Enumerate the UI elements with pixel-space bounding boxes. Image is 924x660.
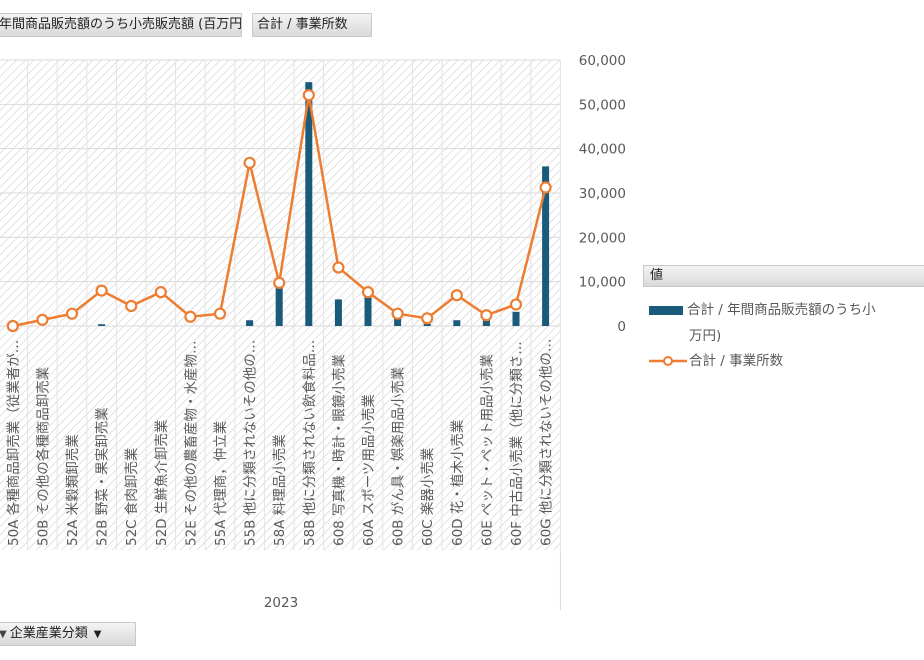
bar[interactable] — [305, 82, 313, 327]
legend-entry-bars-label: 合計 / 年間商品販売額のうち小 — [687, 302, 876, 318]
y-tick-label: 30,000 — [579, 186, 626, 202]
y-tick-label: 50,000 — [579, 97, 626, 113]
y-tick-label: 0 — [617, 319, 626, 335]
line-point[interactable] — [421, 312, 434, 325]
legend-header-label: 値 — [650, 268, 664, 283]
line-point[interactable] — [6, 319, 19, 333]
value-field-label: 年間商品販売額のうち小売販売額 (百万円) — [0, 17, 242, 32]
x-category-label: 52D 生鮮魚介卸売業 — [154, 419, 170, 546]
chevron-down-icon: ▼ — [93, 629, 102, 640]
legend-header[interactable]: 値 — [643, 265, 924, 287]
x-category-label: 60D 花・植木小売業 — [450, 419, 466, 546]
legend-entry-line-label: 合計 / 事業所数 — [689, 353, 784, 369]
x-category-label: 60F 中古品小売業（他に分類さ… — [509, 341, 525, 546]
bar[interactable] — [394, 317, 402, 326]
x-category-label: 50B その他の各種商品卸売業 — [35, 366, 51, 546]
x-group-label: 2023 — [264, 595, 298, 611]
bar[interactable] — [275, 286, 283, 326]
legend-bar-swatch — [649, 305, 683, 315]
bar[interactable] — [246, 320, 254, 326]
line-point[interactable] — [391, 307, 404, 320]
y-tick-label: 60,000 — [579, 53, 626, 69]
value-field-label-count: 合計 / 事業所数 — [257, 17, 348, 32]
x-category-label: 55B 他に分類されないその他の… — [243, 340, 259, 546]
line-point[interactable] — [539, 181, 552, 194]
y-tick-label: 20,000 — [579, 230, 626, 246]
x-category-label: 60A スポーツ用品小売業 — [361, 394, 377, 546]
line-point[interactable] — [213, 307, 227, 320]
line-point[interactable] — [65, 307, 79, 320]
x-category-label: 52E その他の農畜産物・水産物… — [183, 341, 199, 547]
line-point[interactable] — [154, 286, 167, 299]
line-point[interactable] — [95, 284, 108, 297]
y-tick-label: 10,000 — [579, 275, 626, 291]
line-point[interactable] — [243, 156, 256, 169]
x-category-label: 52A 米穀類卸売業 — [65, 434, 81, 546]
x-category-label: 58A 料理品小売業 — [272, 434, 288, 546]
legend-entry-bars[interactable]: 合計 / 年間商品販売額のうち小 — [649, 298, 876, 318]
bar[interactable] — [512, 311, 520, 326]
legend-line-swatch — [649, 356, 687, 366]
x-category-label: 60C 楽器小売業 — [420, 447, 436, 546]
line-point[interactable] — [509, 298, 523, 311]
axis-field-label: 企業産業分類 — [9, 626, 88, 641]
bar[interactable] — [453, 320, 461, 326]
bar[interactable] — [423, 323, 431, 326]
line-point[interactable] — [302, 88, 315, 102]
x-category-label: 55A 代理商，仲立業 — [213, 420, 229, 546]
bar[interactable] — [542, 166, 550, 326]
line-point[interactable] — [450, 289, 463, 302]
legend-entry-bars-continued: 万円) — [689, 324, 721, 344]
line-point[interactable] — [273, 276, 286, 289]
value-field-button-count[interactable]: 合計 / 事業所数 — [252, 13, 372, 37]
x-category-label: 52C 食肉卸売業 — [123, 447, 140, 546]
x-category-label: 58B 他に分類されない飲食料品… — [301, 340, 318, 546]
y-tick-label: 40,000 — [579, 142, 626, 158]
bar[interactable] — [98, 324, 106, 326]
x-category-label: 60E ペット・ペット用品小売業 — [479, 354, 495, 546]
bar[interactable] — [364, 294, 372, 326]
legend-entry-line[interactable]: 合計 / 事業所数 — [649, 349, 783, 369]
line-point[interactable] — [480, 309, 493, 322]
axis-field-button[interactable]: ▼企業産業分類▼ — [0, 622, 136, 646]
x-category-label: 52B 野菜・果実卸売業 — [95, 407, 111, 546]
x-category-label: 608 写真機・時計・眼鏡小売業 — [331, 353, 347, 546]
bar[interactable] — [334, 299, 342, 326]
line-point[interactable] — [36, 313, 49, 326]
legend-entry-bars-label-cont: 万円) — [689, 328, 722, 344]
bar[interactable] — [482, 317, 490, 326]
value-field-button[interactable]: 年間商品販売額のうち小売販売額 (百万円) — [0, 13, 242, 37]
x-category-label: 60B がん具・娯楽用品小売業 — [391, 366, 407, 546]
line-point[interactable] — [361, 286, 375, 299]
line-point[interactable] — [125, 299, 138, 313]
line-point[interactable] — [184, 310, 197, 323]
line-point[interactable] — [332, 261, 345, 274]
legend: 値 合計 / 年間商品販売額のうち小 万円) 合計 / 事業所数 — [643, 265, 924, 375]
filter-icon: ▼ — [0, 629, 7, 640]
x-category-label: 60G 他に分類されないその他の… — [539, 339, 555, 546]
x-category-label: 50A 各種商品卸売業（従業者が… — [6, 340, 22, 546]
